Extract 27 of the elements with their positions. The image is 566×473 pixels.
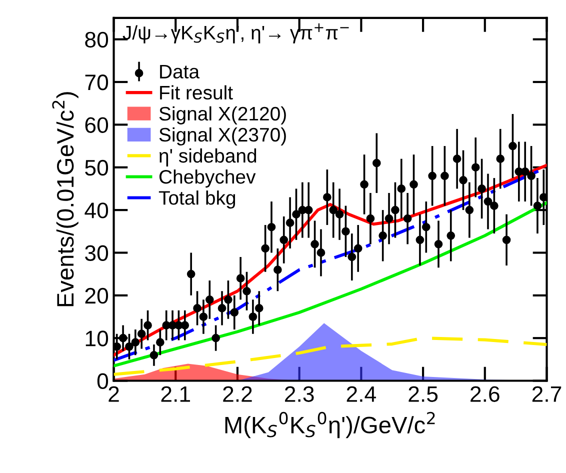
x-tick-label: 2.5 — [408, 386, 438, 402]
legend-label: Signal X(2120) — [159, 106, 286, 124]
y-tick-label: 0 — [97, 373, 108, 390]
legend-label: Data — [160, 64, 200, 79]
legend-label: Total bkg — [158, 190, 236, 209]
legend-label: Chebychev — [159, 169, 256, 188]
x-tick-label: 2.4 — [346, 386, 376, 402]
legend-label: η' sideband — [159, 148, 256, 167]
y-tick-label: 40 — [84, 202, 108, 218]
y-tick-label: 20 — [85, 288, 108, 304]
x-axis-title: M(K$_{S}$$^{0}$K$_{S}$$^{0}$η')/GeV/c$^{2}$ — [225, 412, 435, 438]
y-axis-title: Events/(0.01GeV/c$^{2}$) — [52, 92, 78, 306]
y-tick-label: 30 — [85, 245, 108, 261]
x-tick-label: 2.2 — [223, 386, 252, 402]
y-tick-label: 60 — [85, 117, 108, 133]
legend-label: Fit result — [160, 85, 233, 100]
x-tick-label: 2.1 — [161, 386, 190, 402]
x-tick-label: 2.7 — [532, 386, 562, 402]
y-tick-label: 50 — [85, 160, 108, 176]
y-tick-label: 10 — [86, 330, 108, 346]
x-tick-label: 2.6 — [470, 386, 500, 402]
x-tick-label: 2 — [108, 386, 119, 402]
legend-label: Signal X(2370) — [159, 127, 286, 146]
y-tick-label: 80 — [85, 32, 108, 48]
line-series — [114, 336, 547, 376]
y-tick-label: 70 — [85, 74, 108, 90]
x-tick-label: 2.3 — [285, 386, 314, 402]
